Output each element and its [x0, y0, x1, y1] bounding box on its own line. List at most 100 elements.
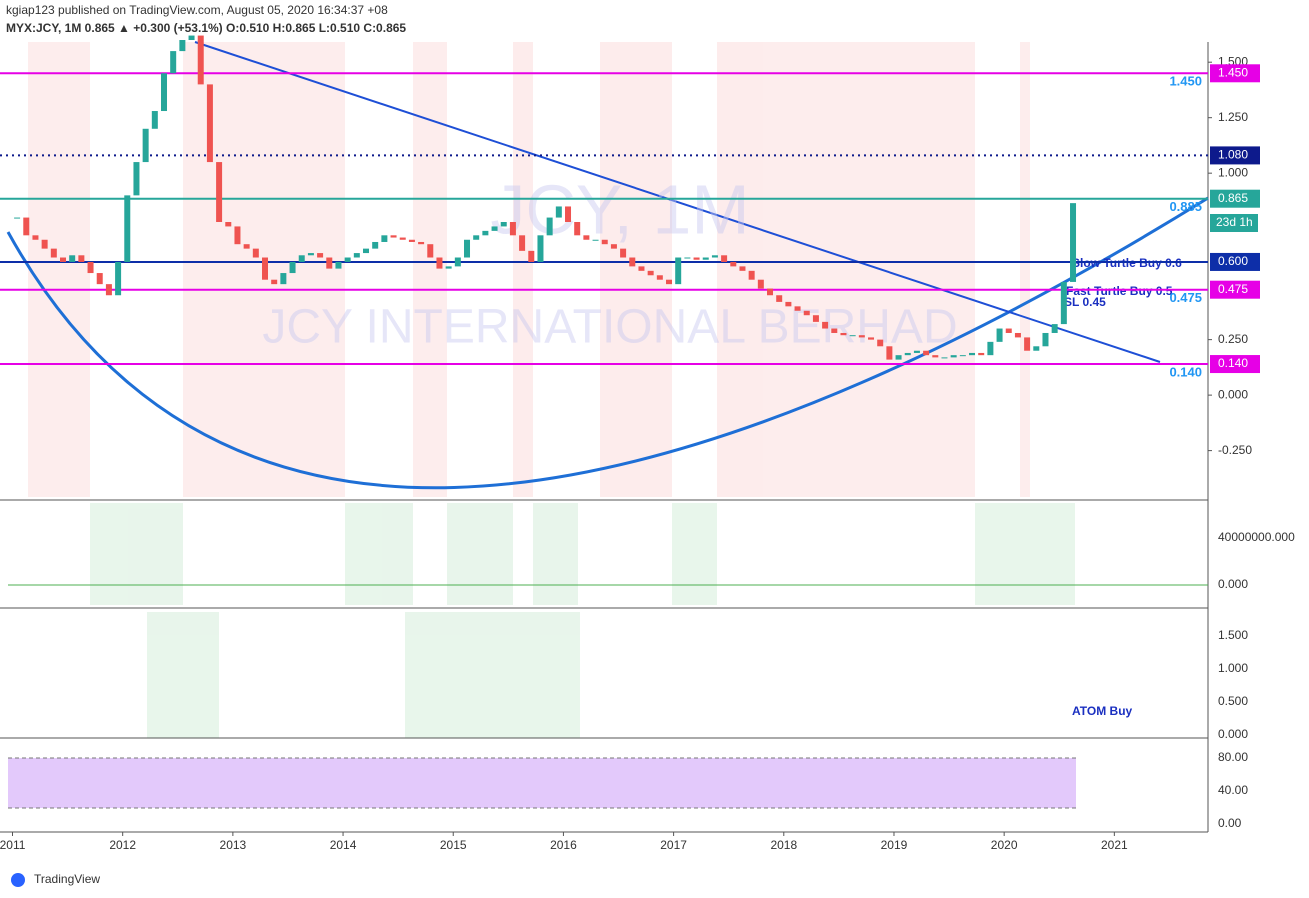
- candle: [702, 257, 709, 260]
- candle: [418, 241, 425, 245]
- candle: [133, 162, 140, 196]
- candle: [427, 244, 434, 258]
- x-tick-label: 2021: [1101, 838, 1128, 852]
- x-tick-label: 2018: [770, 838, 797, 852]
- candle: [840, 332, 847, 336]
- candle: [32, 235, 39, 240]
- candle: [822, 321, 829, 329]
- pane-tick: 0.000: [1218, 727, 1248, 741]
- candle: [105, 284, 112, 296]
- candle: [592, 239, 599, 241]
- candle: [271, 279, 278, 285]
- candle: [537, 235, 544, 262]
- x-tick-label: 2016: [550, 838, 577, 852]
- candle: [482, 230, 489, 236]
- candle: [216, 162, 223, 222]
- candle: [234, 226, 241, 245]
- candle: [601, 239, 608, 245]
- rsi-band: [8, 758, 1076, 808]
- candle: [730, 261, 737, 267]
- candle: [666, 279, 673, 285]
- x-tick-label: 2013: [220, 838, 247, 852]
- candle: [243, 244, 250, 249]
- candle: [583, 235, 590, 240]
- x-tick-label: 2015: [440, 838, 467, 852]
- candle: [950, 355, 957, 358]
- candle: [638, 266, 645, 271]
- candle: [959, 355, 966, 357]
- side-label: 0.475: [1169, 290, 1202, 305]
- candle: [464, 239, 471, 258]
- candle: [1005, 328, 1012, 333]
- candle: [785, 301, 792, 307]
- pane-tick: 40000000.000: [1218, 530, 1295, 544]
- candle: [262, 257, 269, 280]
- pane-tick: 0.500: [1218, 694, 1248, 708]
- candle: [904, 352, 911, 356]
- candle: [895, 355, 902, 360]
- candle: [289, 261, 296, 274]
- candle: [188, 35, 195, 40]
- pane-tick: 0.000: [1218, 577, 1248, 591]
- candle: [491, 226, 498, 231]
- candle: [399, 237, 406, 240]
- candle: [610, 244, 617, 249]
- x-tick-label: 2017: [660, 838, 687, 852]
- candle: [161, 73, 168, 112]
- candle: [454, 257, 461, 267]
- level-label: 1.450: [1218, 65, 1248, 79]
- candle: [78, 255, 85, 262]
- curve-trendline: [6, 196, 1209, 490]
- candle: [565, 206, 572, 222]
- x-tick-label: 2014: [330, 838, 357, 852]
- annotation: ATOM Buy: [1072, 704, 1133, 718]
- header: kgiap123 published on TradingView.com, A…: [6, 3, 388, 17]
- level-box: [1210, 189, 1260, 208]
- candle: [500, 222, 507, 227]
- candle: [776, 295, 783, 302]
- candle: [886, 346, 893, 360]
- y-tick-label: -0.250: [1218, 443, 1252, 457]
- candle: [803, 310, 810, 316]
- candle: [849, 335, 856, 337]
- x-tick-label: 2011: [0, 838, 26, 852]
- side-label: 0.885: [1169, 199, 1202, 214]
- level-box: [1210, 252, 1260, 271]
- candle: [69, 255, 76, 262]
- candle: [978, 352, 985, 356]
- candle: [1014, 332, 1021, 338]
- annotation: Fast Turtle Buy 0.5: [1066, 284, 1173, 298]
- candle: [1024, 337, 1031, 351]
- candle: [335, 261, 342, 269]
- candle: [996, 328, 1003, 342]
- candle: [555, 206, 562, 218]
- candle: [748, 270, 755, 280]
- y-tick-label: 0.000: [1218, 387, 1248, 401]
- logo: [11, 873, 25, 887]
- pane-tick: 1.500: [1218, 628, 1248, 642]
- candle: [757, 279, 764, 289]
- candle: [913, 350, 920, 353]
- candle: [711, 255, 718, 258]
- pane-tick: 1.000: [1218, 661, 1248, 675]
- shading-green: [90, 503, 1075, 738]
- pane-tick: 40.00: [1218, 783, 1248, 797]
- header: MYX:JCY, 1M 0.865 ▲ +0.300 (+53.1%) O:0.…: [6, 21, 406, 35]
- candle: [41, 239, 48, 249]
- candle: [969, 352, 976, 356]
- candle: [436, 257, 443, 269]
- candle: [307, 253, 314, 256]
- candle: [932, 355, 939, 358]
- level-box: [1210, 146, 1260, 165]
- candle: [353, 253, 360, 258]
- candle: [1070, 203, 1077, 282]
- watermark: JCY, 1M: [490, 170, 749, 248]
- candle: [87, 261, 94, 274]
- candle: [206, 84, 213, 163]
- side-label: 0.140: [1169, 364, 1202, 379]
- candle: [197, 35, 204, 85]
- candle: [344, 257, 351, 262]
- candle: [326, 257, 333, 269]
- candle: [794, 306, 801, 311]
